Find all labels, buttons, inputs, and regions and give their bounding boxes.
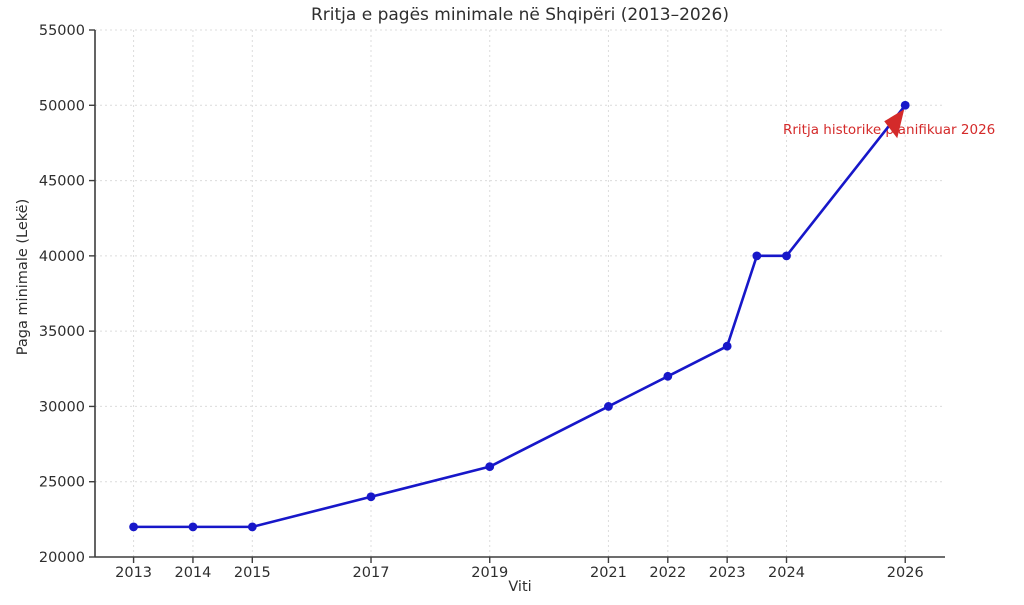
x-tick-label: 2021	[590, 565, 627, 581]
y-tick-label: 40000	[39, 249, 85, 265]
data-line	[132, 103, 907, 529]
y-tick-label: 25000	[39, 475, 85, 491]
y-tick-label: 50000	[39, 98, 85, 114]
data-point	[188, 522, 198, 532]
annotation-label: Rritja historike planifikuar 2026	[783, 122, 996, 138]
data-point	[366, 492, 376, 502]
y-tick-label: 55000	[39, 23, 85, 39]
data-point	[722, 341, 732, 351]
y-tick-label: 20000	[39, 550, 85, 566]
data-point	[247, 522, 257, 532]
data-point	[752, 251, 762, 261]
y-tick-label: 30000	[39, 399, 85, 415]
x-tick-label: 2015	[234, 565, 271, 581]
data-point	[663, 371, 673, 381]
data-point	[129, 522, 138, 532]
data-point	[604, 402, 613, 411]
y-tick-label: 35000	[39, 324, 85, 340]
data-point	[782, 251, 791, 261]
annotation-arrowhead	[884, 109, 905, 139]
x-tick-label: 2024	[768, 565, 805, 581]
data-point	[900, 100, 910, 110]
x-tick-label: 2013	[115, 565, 152, 581]
x-tick-label: 2023	[709, 565, 746, 581]
x-tick-label: 2019	[471, 565, 508, 581]
x-tick-label: 2014	[174, 565, 211, 581]
x-tick-label: 2026	[887, 565, 924, 581]
x-tick-label: 2017	[353, 565, 390, 581]
x-tick-label: 2022	[649, 565, 686, 581]
data-point	[485, 462, 495, 472]
y-tick-label: 45000	[39, 174, 85, 190]
x-axis-label: Viti	[508, 579, 532, 595]
chart-title: Rritja e pagës minimale në Shqipëri (201…	[310, 5, 730, 25]
